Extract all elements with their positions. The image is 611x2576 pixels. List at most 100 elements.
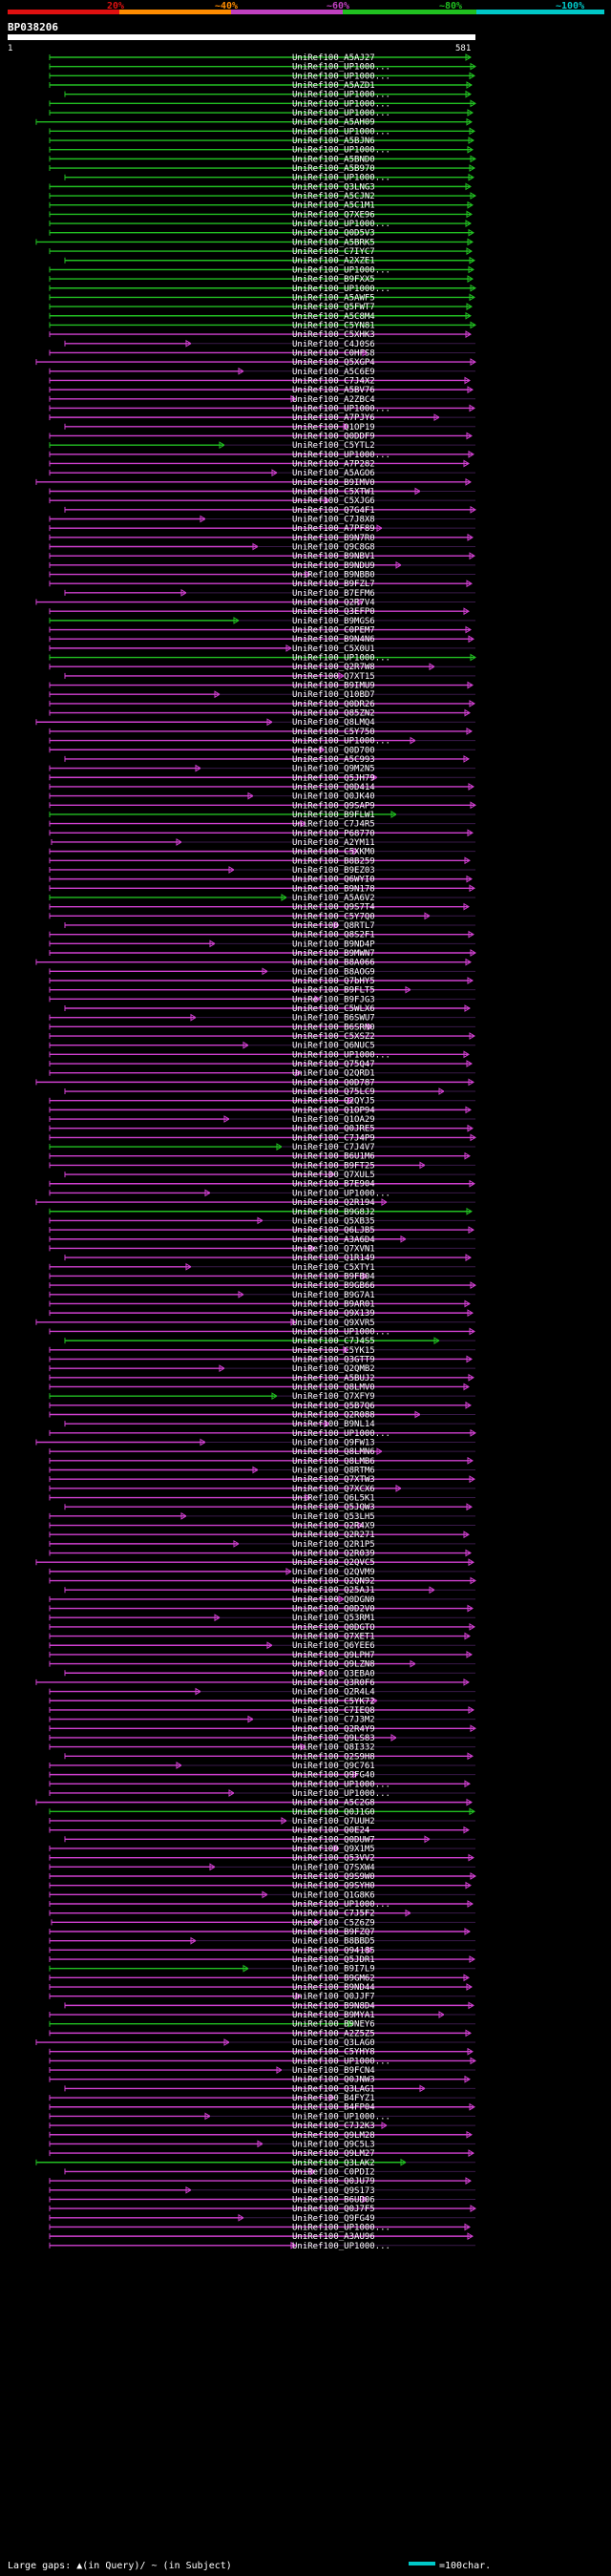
hit-label[interactable]: UniRef100_Q9SYH0 bbox=[292, 1882, 375, 1891]
hit-label[interactable]: UniRef100_C5XTW1 bbox=[292, 487, 375, 496]
hit-label[interactable]: UniRef100_UP1000... bbox=[292, 285, 390, 294]
hit-label[interactable]: UniRef100_Q9C5L3 bbox=[292, 2140, 375, 2149]
hit-label[interactable]: UniRef100_B7E904 bbox=[292, 1180, 375, 1190]
hit-label[interactable]: UniRef100_Q53VV2 bbox=[292, 1854, 375, 1864]
hit-label[interactable]: UniRef100_Q9S9W0 bbox=[292, 1872, 375, 1882]
hit-label[interactable]: UniRef100_A7P282 bbox=[292, 459, 375, 469]
hit-label[interactable]: UniRef100_Q0D5V3 bbox=[292, 229, 375, 239]
hit-label[interactable]: UniRef100_UP1000... bbox=[292, 146, 390, 156]
hit-label[interactable]: UniRef100_A7PF89 bbox=[292, 524, 375, 534]
hit-label[interactable]: UniRef100_A5AH09 bbox=[292, 118, 375, 128]
hit-label[interactable]: UniRef100_Q2R194 bbox=[292, 1198, 375, 1208]
hit-label[interactable]: UniRef100_B9N4N6 bbox=[292, 635, 375, 644]
hit-label[interactable]: UniRef100_C7J4X2 bbox=[292, 376, 375, 386]
hit-label[interactable]: UniRef100_C5X0U1 bbox=[292, 644, 375, 654]
hit-label[interactable]: UniRef100_B9MYA1 bbox=[292, 2011, 375, 2020]
hit-label[interactable]: UniRef100_C5XJG6 bbox=[292, 496, 375, 506]
hit-label[interactable]: UniRef100_Q9LS83 bbox=[292, 1734, 375, 1743]
hit-label[interactable]: UniRef100_A5C1M1 bbox=[292, 201, 375, 211]
hit-label[interactable]: UniRef100_C7J2K3 bbox=[292, 2122, 375, 2131]
hit-label[interactable]: UniRef100_Q1OA29 bbox=[292, 1115, 375, 1125]
hit-label[interactable]: UniRef100_Q9LZN8 bbox=[292, 1660, 375, 1670]
hit-label[interactable]: UniRef100_B9I7L9 bbox=[292, 1965, 375, 1974]
hit-label[interactable]: UniRef100_B9FCN4 bbox=[292, 2066, 375, 2076]
hit-label[interactable]: UniRef100_A5C6E9 bbox=[292, 368, 375, 377]
hit-label[interactable]: UniRef100_UP1000... bbox=[292, 265, 390, 275]
hit-label[interactable]: UniRef100_Q0J7F5 bbox=[292, 2205, 375, 2214]
hit-label[interactable]: UniRef100_B9NDU9 bbox=[292, 561, 375, 571]
hit-label[interactable]: UniRef100_UP1000... bbox=[292, 2057, 390, 2066]
hit-label[interactable]: UniRef100_UP1000... bbox=[292, 1780, 390, 1789]
hit-label[interactable]: UniRef100_UP1000... bbox=[292, 220, 390, 229]
hit-label[interactable]: UniRef100_UP1000... bbox=[292, 1900, 390, 1910]
hit-label[interactable]: UniRef100_A2Z5Z5 bbox=[292, 2029, 375, 2038]
hit-label[interactable]: UniRef100_C7IEQ8 bbox=[292, 1706, 375, 1716]
hit-label[interactable]: UniRef100_C0PEM7 bbox=[292, 626, 375, 636]
hit-label[interactable]: UniRef100_Q0JNW3 bbox=[292, 2076, 375, 2085]
hit-label[interactable]: UniRef100_Q2QN92 bbox=[292, 1577, 375, 1587]
hit-label[interactable]: UniRef100_Q3EBA0 bbox=[292, 1669, 375, 1679]
hit-label[interactable]: UniRef100_Q6LJB5 bbox=[292, 1226, 375, 1235]
hit-label[interactable]: UniRef100_Q3GTT9 bbox=[292, 1355, 375, 1364]
hit-label[interactable]: UniRef100_Q7XUL5 bbox=[292, 1171, 375, 1180]
hit-label[interactable]: UniRef100_C7J3M2 bbox=[292, 1716, 375, 1725]
hit-label[interactable]: UniRef100_A3A6D4 bbox=[292, 1235, 375, 1245]
hit-label[interactable]: UniRef100_Q9XVR5 bbox=[292, 1319, 375, 1328]
hit-label[interactable]: UniRef100_A5BV76 bbox=[292, 386, 375, 395]
hit-label[interactable]: UniRef100_Q5B7Q6 bbox=[292, 1402, 375, 1411]
hit-label[interactable]: UniRef100_B9IMU9 bbox=[292, 682, 375, 691]
hit-label[interactable]: UniRef100_Q9M2N5 bbox=[292, 765, 375, 774]
hit-label[interactable]: UniRef100_A5CJN2 bbox=[292, 192, 375, 201]
hit-label[interactable]: UniRef100_Q1G8K6 bbox=[292, 1890, 375, 1900]
hit-label[interactable]: UniRef100_UP1000... bbox=[292, 174, 390, 183]
hit-label[interactable]: UniRef100_UP1000... bbox=[292, 2242, 390, 2251]
hit-label[interactable]: UniRef100_Q75Q47 bbox=[292, 1060, 375, 1069]
hit-label[interactable]: UniRef100_Q8LMQ4 bbox=[292, 718, 375, 728]
hit-label[interactable]: UniRef100_Q2S9H8 bbox=[292, 1752, 375, 1762]
hit-label[interactable]: UniRef100_Q7bHY5 bbox=[292, 977, 375, 986]
hit-label[interactable]: UniRef100_Q1OP94 bbox=[292, 1106, 375, 1115]
hit-label[interactable]: UniRef100_B9N178 bbox=[292, 884, 375, 894]
hit-label[interactable]: UniRef100_UP1000... bbox=[292, 109, 390, 118]
hit-label[interactable]: UniRef100_C5WLX6 bbox=[292, 1004, 375, 1014]
hit-label[interactable]: UniRef100_UP1000... bbox=[292, 451, 390, 460]
hit-label[interactable]: UniRef100_C5Z6Z9 bbox=[292, 1918, 375, 1928]
hit-label[interactable]: UniRef100_Q0JRE5 bbox=[292, 1125, 375, 1134]
hit-label[interactable]: UniRef100_Q0DDF9 bbox=[292, 432, 375, 441]
hit-label[interactable]: UniRef100_C7IYC7 bbox=[292, 247, 375, 257]
hit-label[interactable]: UniRef100_Q9FG49 bbox=[292, 2214, 375, 2224]
hit-label[interactable]: UniRef100_UP1000... bbox=[292, 1050, 390, 1060]
hit-label[interactable]: UniRef100_B8A066 bbox=[292, 959, 375, 968]
hit-label[interactable]: UniRef100_A5C2G8 bbox=[292, 1799, 375, 1808]
hit-label[interactable]: UniRef100_Q9C761 bbox=[292, 1762, 375, 1771]
hit-label[interactable]: UniRef100_UP1000... bbox=[292, 654, 390, 664]
hit-label[interactable]: UniRef100_Q0D700 bbox=[292, 746, 375, 755]
hit-label[interactable]: UniRef100_B6U1M6 bbox=[292, 1152, 375, 1162]
hit-label[interactable]: UniRef100_Q3LNG3 bbox=[292, 182, 375, 192]
hit-label[interactable]: UniRef100_Q9X1M5 bbox=[292, 1845, 375, 1854]
hit-label[interactable]: UniRef100_Q9S173 bbox=[292, 2186, 375, 2196]
hit-label[interactable]: UniRef100_Q9LPH7 bbox=[292, 1651, 375, 1660]
hit-label[interactable]: UniRef100_Q2QVC5 bbox=[292, 1558, 375, 1568]
hit-label[interactable]: UniRef100_B9FXX5 bbox=[292, 275, 375, 285]
hit-label[interactable]: UniRef100_Q0JK40 bbox=[292, 792, 375, 802]
hit-label[interactable]: UniRef100_UP1000... bbox=[292, 72, 390, 81]
hit-label[interactable]: UniRef100_A5A6V2 bbox=[292, 894, 375, 903]
hit-label[interactable]: UniRef100_Q75LC9 bbox=[292, 1087, 375, 1097]
hit-label[interactable]: UniRef100_Q0JJF7 bbox=[292, 1993, 375, 2002]
hit-label[interactable]: UniRef100_B6SRN0 bbox=[292, 1023, 375, 1032]
hit-label[interactable]: UniRef100_B9FB04 bbox=[292, 1272, 375, 1281]
hit-label[interactable]: UniRef100_Q8LMN6 bbox=[292, 1447, 375, 1457]
hit-label[interactable]: UniRef100_B9G7A1 bbox=[292, 1291, 375, 1300]
hit-label[interactable]: UniRef100_B9AR01 bbox=[292, 1299, 375, 1309]
hit-label[interactable]: UniRef100_B8BBD5 bbox=[292, 1937, 375, 1947]
hit-label[interactable]: UniRef100_Q2QRD1 bbox=[292, 1069, 375, 1079]
hit-label[interactable]: UniRef100_Q5JDR1 bbox=[292, 1955, 375, 1965]
hit-label[interactable]: UniRef100_Q7SXW4 bbox=[292, 1863, 375, 1872]
hit-label[interactable]: UniRef100_UP1000... bbox=[292, 2112, 390, 2122]
hit-label[interactable]: UniRef100_Q25AJ1 bbox=[292, 1586, 375, 1595]
hit-label[interactable]: UniRef100_A5AWF5 bbox=[292, 293, 375, 303]
hit-label[interactable]: UniRef100_B9FLW1 bbox=[292, 811, 375, 820]
hit-label[interactable]: UniRef100_Q7XTW3 bbox=[292, 1475, 375, 1485]
hit-label[interactable]: UniRef100_Q1R149 bbox=[292, 1254, 375, 1263]
